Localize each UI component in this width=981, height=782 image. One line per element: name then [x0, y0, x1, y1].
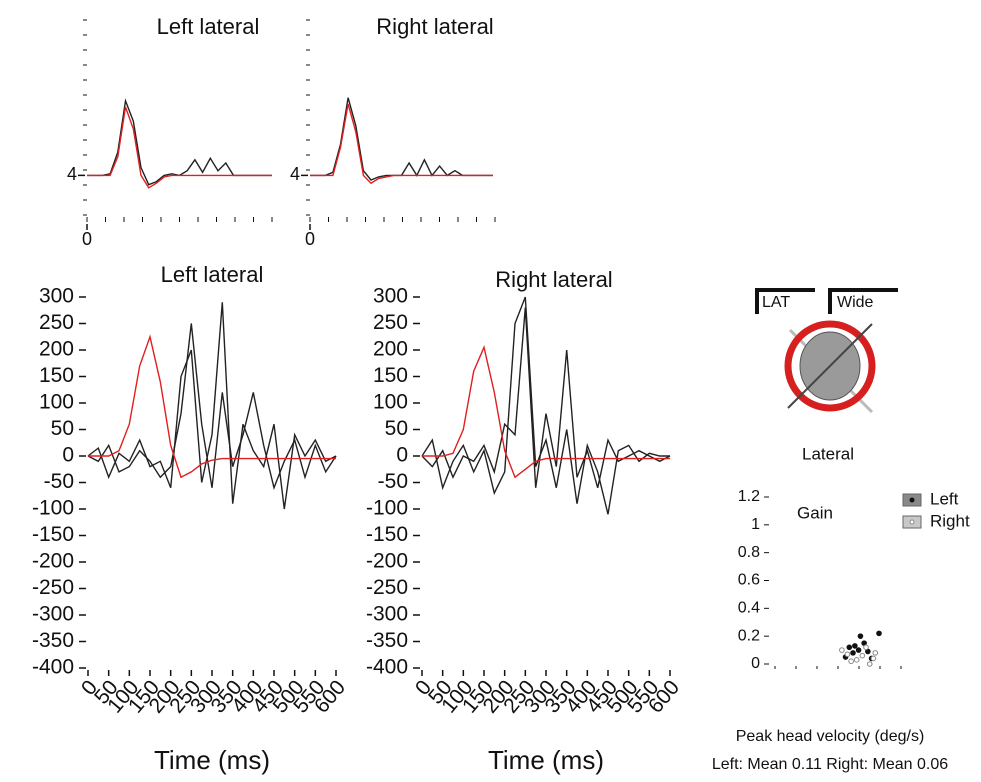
point [866, 661, 873, 667]
bracket [828, 288, 898, 314]
trace [87, 98, 272, 186]
trace [87, 323, 337, 491]
chart: Right lateral 300 250 200 150 100 50 0 -50 -100 -1… [366, 267, 684, 775]
trace [310, 103, 493, 185]
y-tick-label: 0 [396, 444, 408, 467]
chart: Right lateral 4 0 [290, 14, 496, 249]
point [872, 650, 879, 656]
y-tick-label: -150 [32, 523, 74, 546]
y-tick-label: 100 [39, 391, 74, 414]
y-tick-label: 0.6 [738, 572, 760, 589]
y-tick-label: -350 [366, 629, 408, 652]
chart-title: Gain [797, 503, 833, 522]
y-tick-label: 100 [373, 391, 408, 414]
y-tick-label: 1 [751, 516, 760, 533]
point [844, 651, 851, 658]
y-tick-label: 4 [67, 164, 77, 184]
y-tick-label: 200 [39, 338, 74, 361]
y-tick-label: -300 [32, 603, 74, 626]
point [846, 644, 853, 651]
y-tick-label: 300 [39, 285, 74, 308]
y-tick-label: 0.2 [738, 627, 760, 644]
point [863, 644, 869, 651]
y-tick-label: 250 [373, 311, 408, 334]
legend-marker [909, 519, 915, 525]
diagram: LAT Wide Lateral [755, 288, 898, 463]
y-tick-label: -100 [366, 497, 408, 520]
diagram-label: LAT [762, 294, 790, 311]
x-axis-label: Time (ms) [488, 745, 604, 775]
y-tick-label: 1.2 [738, 488, 760, 505]
y-tick-label: -300 [366, 603, 408, 626]
x-axis-label: Peak head velocity (deg/s) [736, 728, 925, 745]
y-tick-label: 50 [51, 417, 74, 440]
y-tick-label: 0 [751, 655, 760, 672]
trace [310, 97, 493, 181]
trace [88, 334, 336, 479]
trace [421, 296, 670, 515]
plane-line [787, 323, 873, 409]
diagram-caption: Lateral [802, 444, 854, 463]
y-tick-label: 150 [39, 364, 74, 387]
y-tick-label: -250 [32, 576, 74, 599]
point [870, 655, 877, 662]
point [848, 658, 854, 665]
y-tick-label: -200 [32, 550, 74, 573]
x-axis-label: Time (ms) [154, 745, 270, 775]
chart-title: Left lateral [161, 262, 264, 287]
diagram-label: Wide [837, 294, 874, 311]
y-tick-label: 0.8 [738, 544, 760, 561]
point [876, 630, 882, 637]
x-tick-label: 0 [305, 229, 315, 249]
y-tick-label: 150 [373, 364, 408, 387]
x-tick-label: 0 [82, 229, 92, 249]
y-tick-label: -100 [32, 497, 74, 520]
ring [784, 320, 876, 412]
trace [421, 307, 671, 488]
bracket [755, 288, 815, 314]
y-tick-label: 300 [373, 285, 408, 308]
y-tick-label: -350 [32, 629, 74, 652]
chart-title: Right lateral [495, 267, 612, 292]
point [853, 657, 860, 663]
chart-title: Left lateral [157, 14, 260, 39]
trace [422, 345, 670, 479]
legend-marker [909, 497, 915, 503]
y-tick-label: -50 [378, 470, 408, 493]
point [839, 647, 845, 653]
y-tick-label: 4 [290, 164, 300, 184]
y-tick-label: -150 [366, 523, 408, 546]
y-tick-label: -400 [32, 656, 74, 679]
legend-label: Left [930, 489, 959, 508]
point [852, 643, 858, 649]
y-tick-label: 0.4 [738, 600, 760, 617]
y-tick-label: -200 [366, 550, 408, 573]
y-tick-label: -400 [366, 656, 408, 679]
point [857, 633, 864, 639]
chart: Gain 0 0.2 0.4 0.6 0.8 1 1.2 Left Right Peak head … [712, 488, 970, 773]
point [859, 652, 866, 659]
trace [87, 106, 272, 189]
annotation: Left: Mean 0.11 Right: Mean 0.06 [712, 756, 948, 773]
y-tick-label: 200 [373, 338, 408, 361]
chart: Left lateral 4 0 [67, 14, 273, 249]
legend-label: Right [930, 511, 970, 530]
y-tick-label: 250 [39, 311, 74, 334]
y-tick-label: -50 [44, 470, 74, 493]
trace [87, 302, 337, 510]
y-tick-label: 50 [385, 417, 408, 440]
y-tick-label: -250 [366, 576, 408, 599]
point [855, 647, 862, 653]
point [850, 650, 856, 656]
chart-title: Right lateral [376, 14, 493, 39]
chart: Left lateral 300 250 200 150 100 50 0 -50 -100 -15… [32, 262, 350, 775]
y-tick-label: 0 [62, 444, 74, 467]
